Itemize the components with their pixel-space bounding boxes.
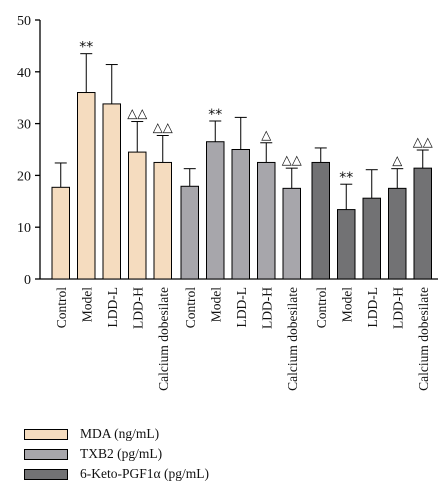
bars: **△△△△**△△△**△△△ <box>51 40 433 280</box>
y-tick-label: 10 <box>17 221 31 236</box>
y-tick-label: 30 <box>17 118 31 133</box>
category-label: Model <box>208 287 223 322</box>
y-tick-label: 20 <box>17 169 31 184</box>
significance-label: △△ <box>282 153 302 168</box>
legend-label: MDA (ng/mL) <box>80 426 160 441</box>
bar <box>337 209 356 280</box>
bar <box>128 151 147 280</box>
significance-label: ** <box>339 170 353 186</box>
category-labels: Control Model LDD-L LDD-H Calcium dobesilate… <box>54 287 431 391</box>
bar <box>388 187 407 280</box>
bar <box>51 186 70 280</box>
significance-label: △△ <box>413 135 433 150</box>
legend-label: 6-Keto-PGF1α (pg/mL) <box>80 466 209 481</box>
category-label: LDD-L <box>105 287 120 328</box>
bar <box>282 187 301 280</box>
legend: MDA (ng/mL) TXB2 (pg/mL) 6-Keto-PGF1α (p… <box>24 424 209 484</box>
category-label: LDD-H <box>259 287 274 329</box>
bar <box>311 161 330 280</box>
category-label: Calcium dobesilate <box>416 287 431 391</box>
category-label: Control <box>54 287 69 329</box>
category-label: LDD-L <box>365 287 380 328</box>
significance-label: ** <box>79 40 93 56</box>
legend-item-mda: MDA (ng/mL) <box>24 424 209 444</box>
bar <box>413 167 432 280</box>
legend-item-6-keto-pgf1a: 6-Keto-PGF1α (pg/mL) <box>24 464 209 484</box>
legend-label: TXB2 (pg/mL) <box>80 446 163 461</box>
legend-swatch <box>24 468 68 480</box>
category-label: LDD-H <box>130 287 145 329</box>
bar <box>77 92 96 280</box>
category-label: Control <box>314 287 329 329</box>
bar <box>180 185 199 280</box>
significance-label: ** <box>208 107 222 123</box>
bar <box>362 197 381 280</box>
category-label: LDD-H <box>390 287 405 329</box>
bar <box>206 141 225 280</box>
significance-label: △△ <box>153 121 173 136</box>
category-label: LDD-L <box>234 287 249 328</box>
significance-label: △ <box>392 154 402 169</box>
category-label: Model <box>79 287 94 322</box>
legend-swatch <box>24 428 68 440</box>
category-label: Calcium dobesilate <box>285 287 300 391</box>
bar <box>231 149 250 280</box>
legend-swatch <box>24 448 68 460</box>
category-label: Calcium dobesilate <box>156 287 171 391</box>
y-tick-label: 40 <box>17 66 31 81</box>
legend-item-txb2: TXB2 (pg/mL) <box>24 444 209 464</box>
significance-label: △ <box>261 128 271 143</box>
category-label: Control <box>183 287 198 329</box>
significance-label: △△ <box>127 107 147 122</box>
bar <box>257 161 276 280</box>
bar <box>153 161 172 280</box>
y-tick-label: 50 <box>17 14 31 29</box>
bar <box>102 103 121 280</box>
category-label: Model <box>339 287 354 322</box>
y-tick-label: 0 <box>24 273 31 288</box>
